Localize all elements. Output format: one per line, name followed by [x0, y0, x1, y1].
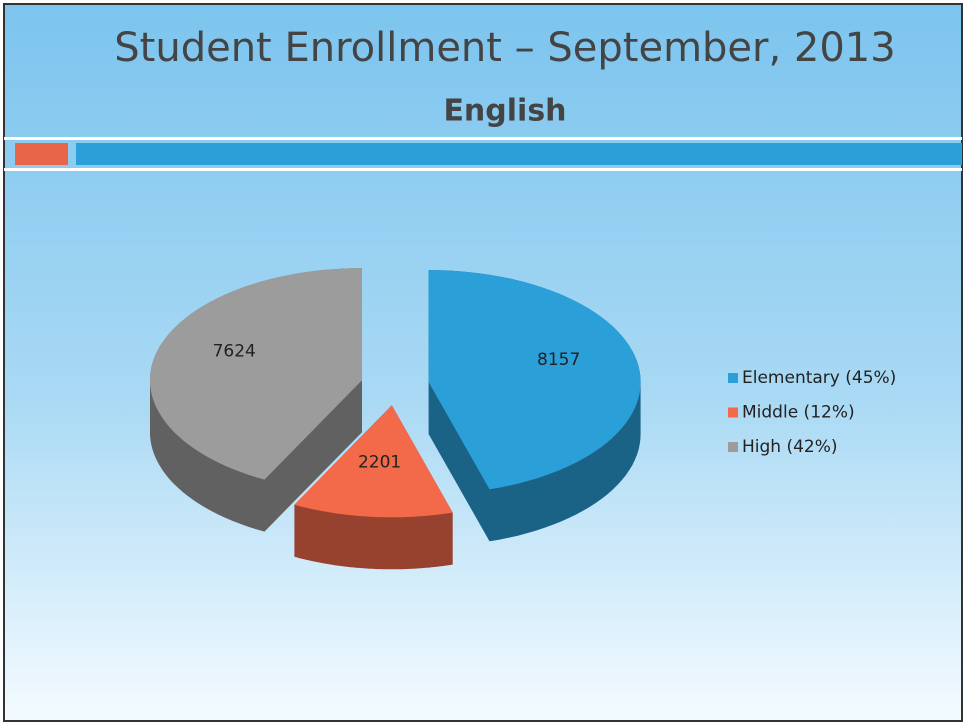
legend-swatch	[728, 407, 738, 418]
chart-title: Student Enrollment – September, 2013	[114, 25, 895, 71]
legend-swatch	[728, 442, 738, 452]
divider-line	[4, 137, 962, 140]
slice	[294, 405, 453, 518]
legend-label: Elementary (45%)	[742, 368, 896, 388]
legend-label: Middle (12%)	[742, 403, 855, 423]
legend-label: High (42%)	[742, 437, 838, 457]
data-label: 2201	[358, 452, 401, 472]
slice	[428, 270, 641, 490]
accent-band	[76, 143, 962, 165]
legend-swatch	[728, 373, 738, 383]
slice	[150, 268, 362, 480]
data-label: 8157	[537, 350, 580, 370]
data-label: 7624	[213, 342, 256, 362]
accent-block	[15, 143, 68, 165]
chart-subtitle: English	[443, 94, 566, 129]
divider-line	[4, 168, 962, 171]
